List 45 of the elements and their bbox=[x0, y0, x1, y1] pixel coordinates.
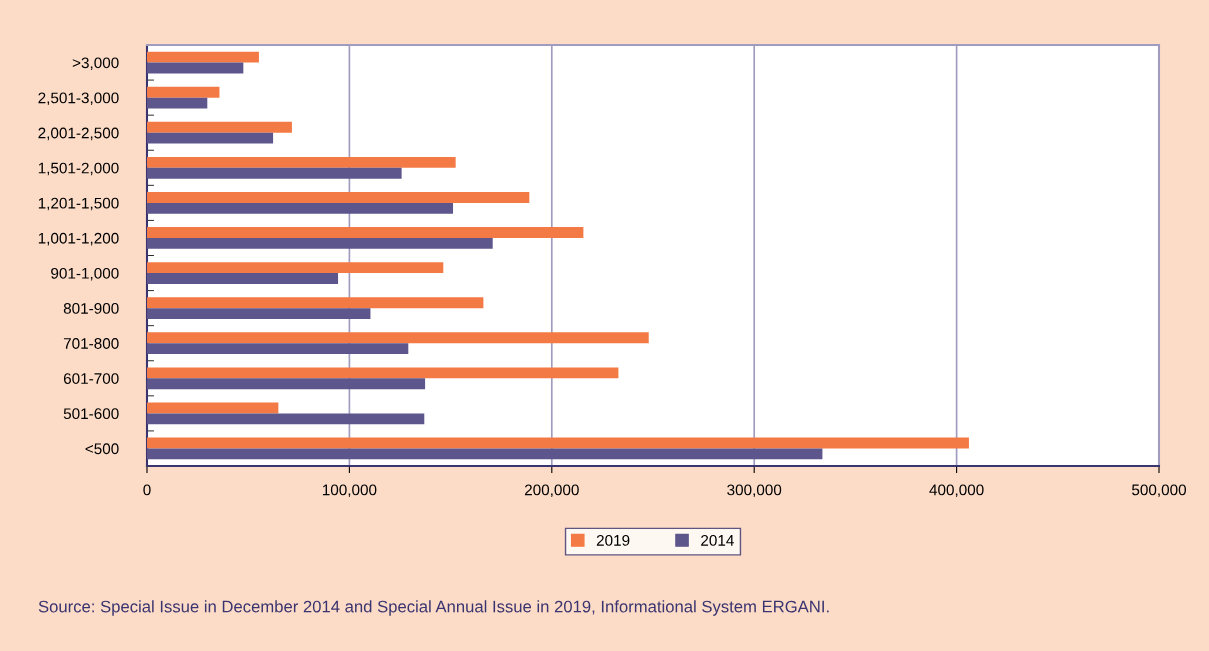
bar bbox=[147, 156, 456, 168]
bar bbox=[147, 237, 493, 249]
y-tick-label: 1,201-1,500 bbox=[38, 197, 119, 211]
bar bbox=[147, 167, 402, 179]
x-tick-label: 100,000 bbox=[322, 484, 377, 498]
bar bbox=[147, 448, 823, 460]
bar bbox=[147, 51, 259, 63]
y-tick-label: 2,501-3,000 bbox=[38, 92, 119, 106]
source-note: Source: Special Issue in December 2014 and Special Annual Issue in 2019, Informational System ERGANI. bbox=[38, 600, 829, 616]
bar bbox=[147, 402, 279, 414]
bar bbox=[147, 202, 454, 214]
bar bbox=[147, 343, 409, 355]
legend-label: 2019 bbox=[596, 534, 630, 546]
y-tick-label: <500 bbox=[85, 443, 119, 455]
y-tick-label: 601-700 bbox=[63, 373, 119, 384]
bar bbox=[147, 297, 484, 309]
y-tick-label: 801-900 bbox=[63, 302, 119, 314]
bar bbox=[147, 227, 584, 238]
bar bbox=[147, 332, 649, 344]
bar bbox=[147, 308, 371, 319]
legend-label: 2014 bbox=[701, 534, 734, 546]
bar bbox=[147, 97, 208, 109]
x-tick-label: 0 bbox=[143, 484, 151, 496]
bar bbox=[147, 273, 339, 284]
bar bbox=[147, 413, 425, 425]
bar bbox=[147, 262, 444, 274]
bar bbox=[147, 121, 292, 133]
y-tick-label: 1,501-2,000 bbox=[38, 162, 119, 176]
x-tick-label: 200,000 bbox=[524, 484, 579, 498]
y-tick-label: 701-800 bbox=[63, 338, 119, 349]
y-tick-label: >3,000 bbox=[72, 57, 119, 71]
y-tick-label: 2,001-2,500 bbox=[38, 127, 119, 141]
x-tick-label: 300,000 bbox=[727, 484, 782, 498]
bar bbox=[147, 132, 274, 144]
bar bbox=[147, 378, 426, 390]
bar bbox=[147, 192, 530, 203]
bar bbox=[147, 86, 220, 98]
y-tick-label: 501-600 bbox=[63, 408, 119, 420]
y-tick-label: 901-1,000 bbox=[51, 267, 119, 281]
x-tick-label: 500,000 bbox=[1132, 484, 1187, 498]
x-tick-label: 400,000 bbox=[929, 484, 984, 498]
bar bbox=[147, 367, 619, 379]
bar bbox=[147, 437, 969, 449]
y-tick-label: 1,001-1,200 bbox=[38, 232, 119, 246]
bar bbox=[147, 62, 244, 74]
